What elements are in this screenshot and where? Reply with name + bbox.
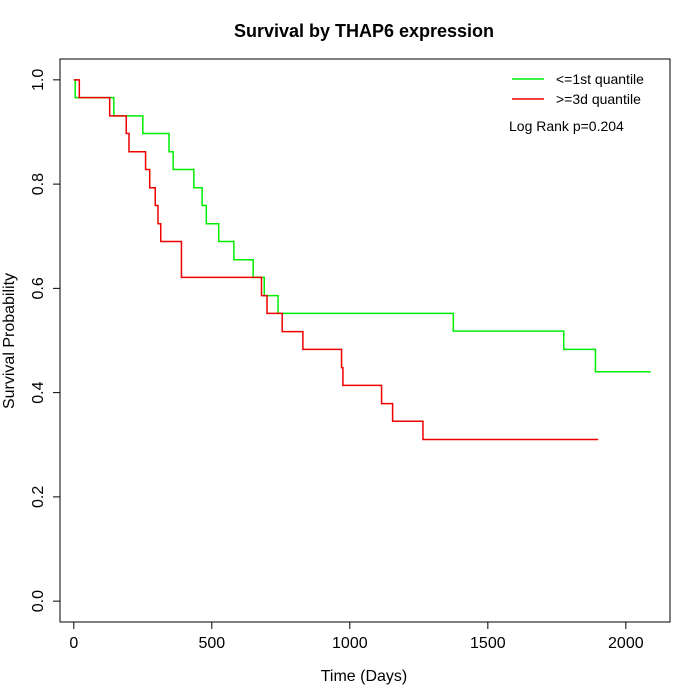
survival-curve-low	[73, 79, 651, 373]
legend-label-high: >=3d quantile	[556, 91, 641, 107]
survival-curve-high	[73, 79, 599, 441]
y-tick-label: 0.0	[30, 590, 47, 612]
chart-title: Survival by THAP6 expression	[234, 21, 494, 41]
y-tick-label: 0.8	[30, 173, 47, 195]
log-rank-annotation: Log Rank p=0.204	[509, 118, 624, 134]
x-tick-label: 1000	[332, 635, 368, 652]
x-tick-label: 2000	[608, 635, 644, 652]
y-axis: 0.0 0.2 0.4 0.6 0.8 1.0	[30, 69, 60, 612]
y-tick-label: 1.0	[30, 69, 47, 91]
y-axis-label: Survival Probability	[1, 273, 18, 409]
y-tick-label: 0.4	[30, 381, 47, 403]
y-tick-label: 0.2	[30, 486, 47, 508]
series-layer	[73, 79, 651, 441]
y-tick-label: 0.6	[30, 277, 47, 299]
x-tick-label: 1500	[470, 635, 506, 652]
x-tick-label: 500	[198, 635, 225, 652]
x-tick-label: 0	[69, 635, 78, 652]
legend-label-low: <=1st quantile	[556, 71, 644, 87]
x-axis: 0 500 1000 1500 2000	[69, 622, 644, 652]
plot-frame	[59, 58, 671, 623]
legend: <=1st quantile >=3d quantile	[512, 71, 644, 107]
x-axis-label: Time (Days)	[321, 668, 408, 685]
